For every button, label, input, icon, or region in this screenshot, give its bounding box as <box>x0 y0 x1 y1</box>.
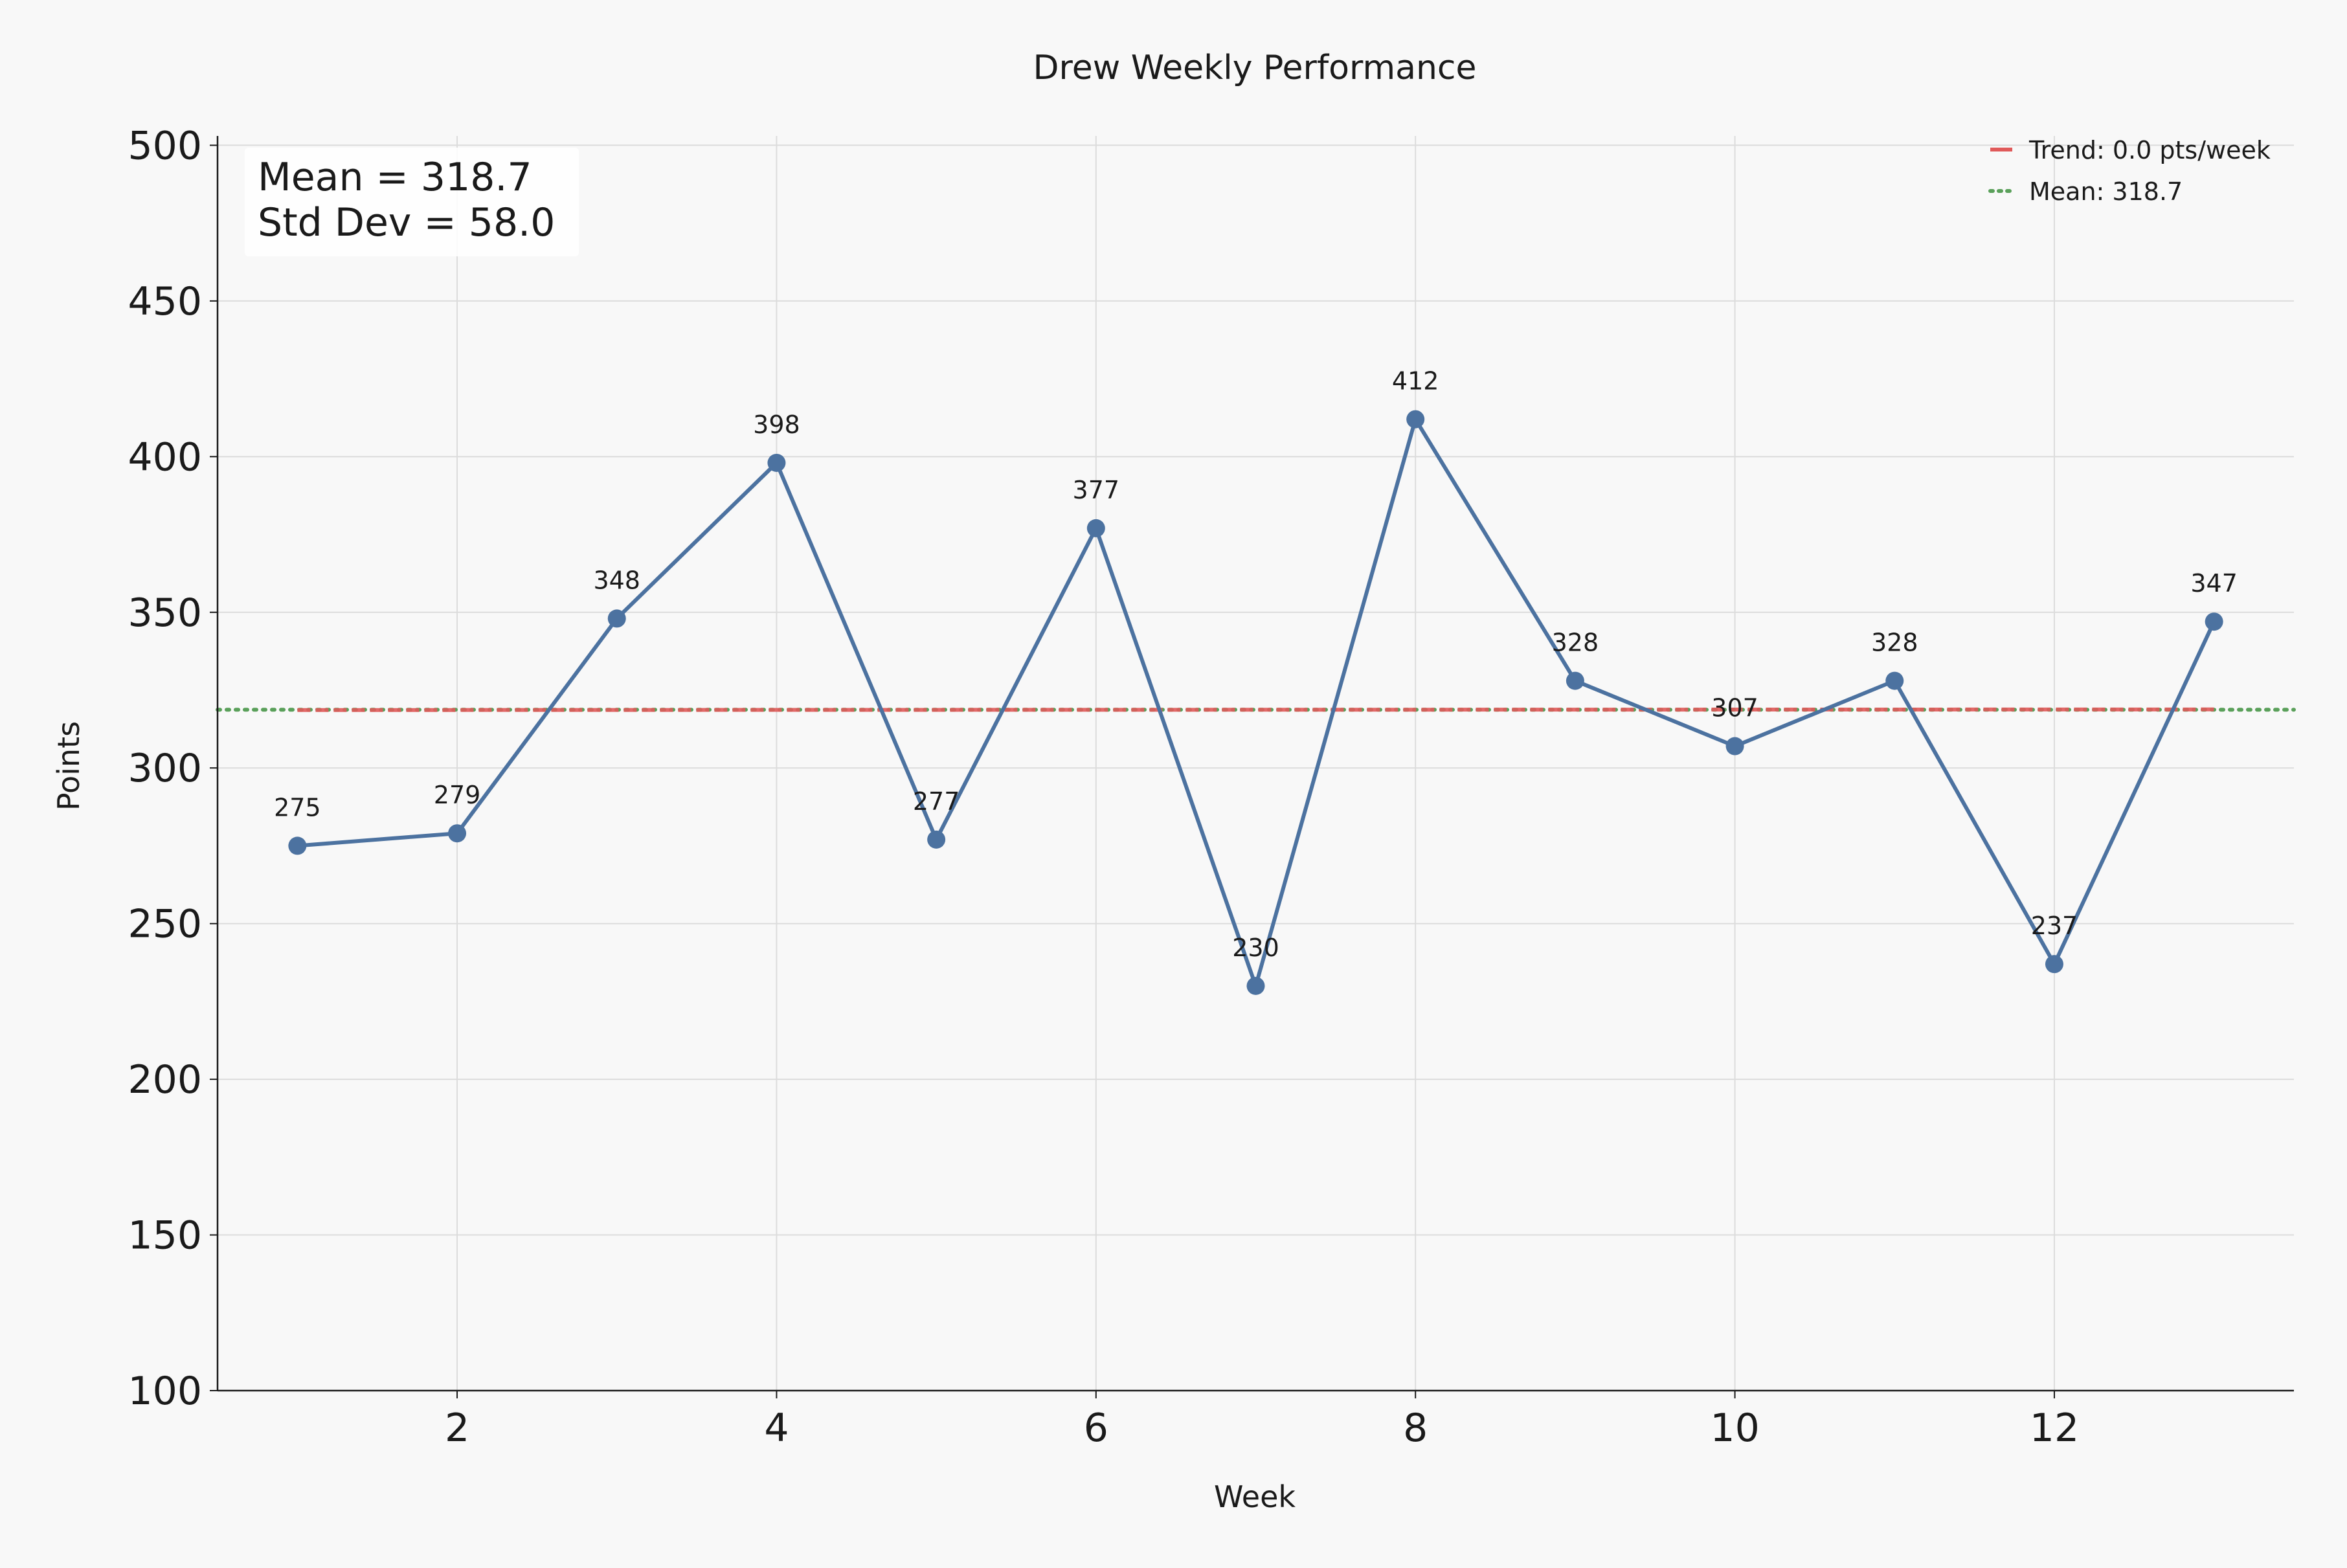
x-tick-label: 4 <box>764 1406 789 1451</box>
data-label: 328 <box>1871 629 1918 657</box>
data-point <box>1406 410 1425 429</box>
stats-box-background <box>245 148 579 256</box>
data-point <box>1885 671 1904 690</box>
y-tick-label: 450 <box>128 279 202 324</box>
data-label: 237 <box>2031 912 2078 940</box>
axes <box>216 136 2294 1392</box>
data-label: 277 <box>913 787 960 816</box>
data-point <box>1086 519 1105 537</box>
x-tick-label: 8 <box>1403 1406 1428 1451</box>
data-point <box>607 609 626 628</box>
stats-std-text: Std Dev = 58.0 <box>258 200 555 245</box>
data-label: 307 <box>1711 694 1758 722</box>
data-label: 279 <box>434 781 481 809</box>
y-tick-label: 200 <box>128 1057 202 1103</box>
data-label: 230 <box>1232 934 1279 962</box>
grid <box>218 136 2294 1391</box>
y-tick-label: 500 <box>128 123 202 168</box>
y-tick-label: 300 <box>128 746 202 791</box>
data-label: 328 <box>1552 629 1599 657</box>
data-point <box>767 453 786 472</box>
x-tick-label: 6 <box>1084 1406 1108 1451</box>
y-tick-label: 350 <box>128 590 202 636</box>
data-point <box>288 836 307 855</box>
data-series <box>288 410 2223 995</box>
data-label: 347 <box>2190 569 2238 598</box>
data-point <box>2045 955 2063 974</box>
legend-trend-label: Trend: 0.0 pts/week <box>2028 136 2271 164</box>
data-point <box>1566 671 1584 690</box>
stats-box: Mean = 318.7 Std Dev = 58.0 <box>245 148 579 256</box>
chart-title: Drew Weekly Performance <box>1033 49 1476 87</box>
data-point <box>927 830 946 849</box>
series-line <box>297 417 2216 988</box>
data-point <box>448 824 467 843</box>
y-tick-label: 250 <box>128 902 202 947</box>
x-tick-label: 12 <box>2030 1406 2079 1451</box>
data-label: 412 <box>1392 367 1439 396</box>
data-label: 275 <box>274 793 321 822</box>
data-label: 377 <box>1073 476 1120 504</box>
legend: Trend: 0.0 pts/week Mean: 318.7 <box>1988 136 2271 206</box>
data-label: 348 <box>593 566 640 594</box>
data-labels: 275 279 348 398 277 377 230 412 328 307 328 237 347 <box>274 367 2238 962</box>
x-axis-label: Week <box>1214 1479 1296 1514</box>
y-tick-label: 150 <box>128 1213 202 1259</box>
x-tick-label: 2 <box>445 1406 469 1451</box>
data-point <box>2205 612 2223 631</box>
y-axis-label: Points <box>51 721 86 811</box>
y-tick-label: 400 <box>128 434 202 480</box>
stats-mean-text: Mean = 318.7 <box>258 155 532 200</box>
x-tick-label: 10 <box>1710 1406 1759 1451</box>
ticks: 2 4 6 8 10 12 100 150 200 250 300 350 400 450 500 <box>128 123 2079 1451</box>
data-point <box>1725 737 1744 756</box>
data-label: 398 <box>753 410 800 439</box>
data-point <box>1246 976 1265 995</box>
y-tick-label: 100 <box>128 1369 202 1414</box>
legend-mean-label: Mean: 318.7 <box>2029 177 2183 206</box>
